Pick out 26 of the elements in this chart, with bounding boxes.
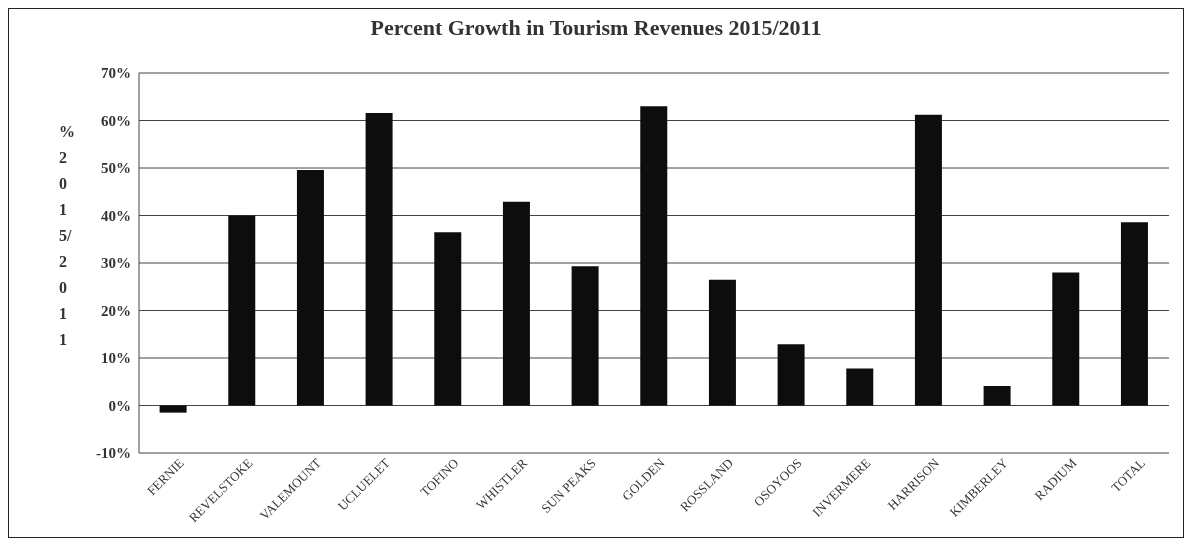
text: % 2015/2011 (59, 123, 75, 348)
y-tick-label: -10% (96, 445, 131, 462)
bar (365, 112, 393, 406)
bar (777, 344, 805, 406)
bar (914, 114, 942, 406)
y-tick-label: 20% (101, 302, 131, 319)
y-tick-label: 40% (101, 207, 131, 224)
bar (571, 266, 599, 406)
bar (983, 386, 1011, 406)
bar (502, 201, 530, 406)
chart-title: Percent Growth in Tourism Revenues 2015/2011 (369, 15, 823, 41)
y-tick-label: 30% (101, 255, 131, 272)
y-tick-label: 60% (101, 112, 131, 129)
bar (708, 279, 736, 406)
y-tick-label: 0% (108, 397, 131, 414)
bar (159, 405, 187, 413)
bar (846, 368, 874, 406)
bar (296, 169, 324, 406)
bar (1052, 272, 1080, 406)
y-tick-label: 70% (101, 65, 131, 82)
bar (434, 232, 462, 406)
bar (1120, 222, 1148, 406)
y-tick-label: 10% (101, 350, 131, 367)
bar (228, 215, 256, 406)
y-tick-label: 50% (101, 160, 131, 177)
bar (640, 106, 668, 406)
